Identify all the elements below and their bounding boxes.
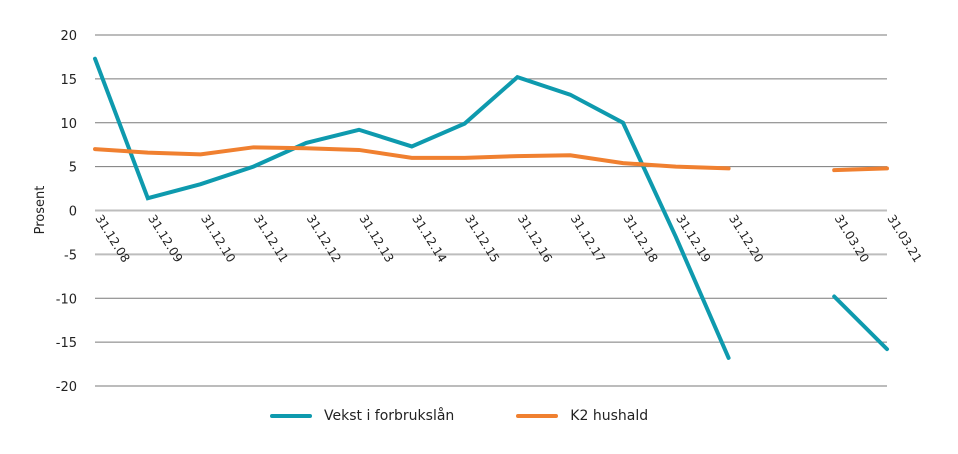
series-line <box>93 145 731 171</box>
y-tick-label: 0 <box>69 205 77 220</box>
y-tick-label: 15 <box>60 73 77 88</box>
x-tick-label: 31.03.20 <box>832 212 872 265</box>
x-tick-label: 31.12.13 <box>356 212 396 265</box>
series-line <box>93 56 731 360</box>
x-tick-label: 31.12.15 <box>462 212 502 265</box>
x-tick-label: 31.12.12 <box>304 212 344 265</box>
x-axis-ticks: 31.12.08 31.12.09 31.12.10 31.12.11 31.12.12… <box>92 212 924 265</box>
legend-item-vekst: Vekst i forbrukslån <box>270 408 454 424</box>
y-axis-label: Prosent <box>33 186 48 235</box>
x-tick-label: 31.12.20 <box>726 212 766 265</box>
y-tick-label: 5 <box>69 161 77 176</box>
y-tick-label: -5 <box>64 248 77 263</box>
y-tick-label: -10 <box>56 292 77 307</box>
x-tick-label: 31.12.19 <box>673 212 713 265</box>
legend-swatch-vekst <box>270 414 312 418</box>
x-tick-label: 31.12.17 <box>568 212 608 265</box>
series-line <box>832 166 889 173</box>
x-tick-label: 31.12.11 <box>251 212 291 265</box>
x-tick-label: 31.12.08 <box>92 212 132 265</box>
x-tick-label: 31.12.18 <box>620 212 660 265</box>
x-tick-label: 31.12.09 <box>145 212 185 265</box>
y-tick-label: 10 <box>60 117 77 132</box>
legend-label-vekst: Vekst i forbrukslån <box>324 408 455 424</box>
legend: Vekst i forbrukslån K2 hushald <box>270 408 710 424</box>
y-tick-label: -20 <box>56 380 77 395</box>
x-tick-label: 31.12.14 <box>409 212 449 265</box>
x-tick-label: 31.12.16 <box>515 212 555 265</box>
y-tick-label: -15 <box>56 336 77 351</box>
y-tick-label: 20 <box>60 29 77 44</box>
gridlines <box>95 34 887 387</box>
series-line <box>832 294 889 352</box>
legend-label-k2: K2 hushald <box>570 408 649 424</box>
legend-swatch-k2 <box>516 414 559 418</box>
x-tick-label: 31.03.21 <box>884 212 924 265</box>
y-axis-ticks: 20 15 10 5 0 -5 -10 -15 -20 <box>56 29 77 395</box>
legend-item-k2: K2 hushald <box>516 408 648 424</box>
data-series <box>93 56 889 360</box>
x-tick-label: 31.12.10 <box>198 212 238 265</box>
